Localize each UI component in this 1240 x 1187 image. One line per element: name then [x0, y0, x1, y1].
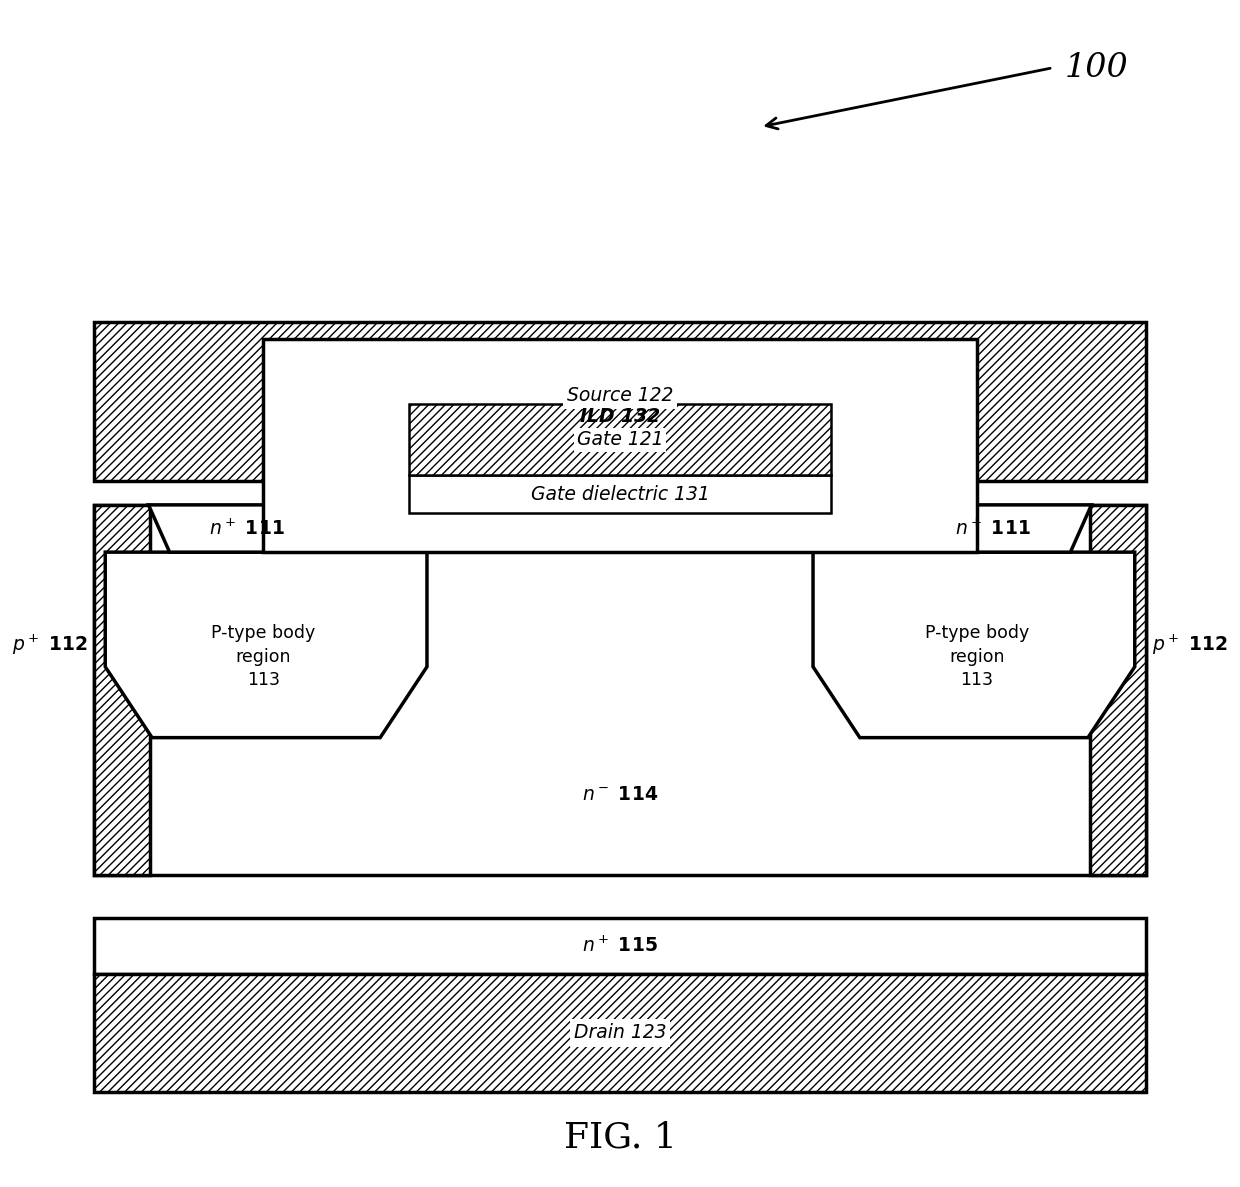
Bar [263, 339, 977, 552]
Polygon shape [813, 552, 1135, 737]
Text: Gate 121: Gate 121 [577, 431, 663, 450]
Text: $p^+$ 112: $p^+$ 112 [1152, 633, 1228, 656]
Bar [93, 919, 1147, 973]
Bar [1090, 504, 1147, 875]
Bar [93, 973, 1147, 1092]
Bar [409, 405, 831, 475]
Text: P-type body
region
113: P-type body region 113 [925, 624, 1029, 690]
Text: P-type body
region
113: P-type body region 113 [211, 624, 315, 690]
Text: $n^+$ 111: $n^+$ 111 [210, 519, 285, 539]
Text: $n^+$ 111: $n^+$ 111 [955, 519, 1030, 539]
Text: 100: 100 [1065, 52, 1128, 84]
Text: $n^+$ 115: $n^+$ 115 [582, 937, 658, 957]
Polygon shape [149, 504, 345, 552]
Text: Gate dielectric 131: Gate dielectric 131 [531, 484, 709, 503]
Text: $p^+$ 112: $p^+$ 112 [12, 633, 88, 656]
Text: FIG. 1: FIG. 1 [563, 1121, 677, 1155]
Bar [93, 504, 150, 875]
Text: Drain 123: Drain 123 [574, 1023, 666, 1042]
Bar [93, 504, 1147, 875]
Polygon shape [105, 552, 427, 737]
Text: Source 122: Source 122 [567, 386, 673, 405]
Bar [409, 475, 831, 513]
Text: $n^-$ 114: $n^-$ 114 [582, 785, 658, 804]
Bar [93, 322, 1147, 481]
Polygon shape [895, 504, 1091, 552]
Text: ILD 132: ILD 132 [580, 407, 660, 426]
